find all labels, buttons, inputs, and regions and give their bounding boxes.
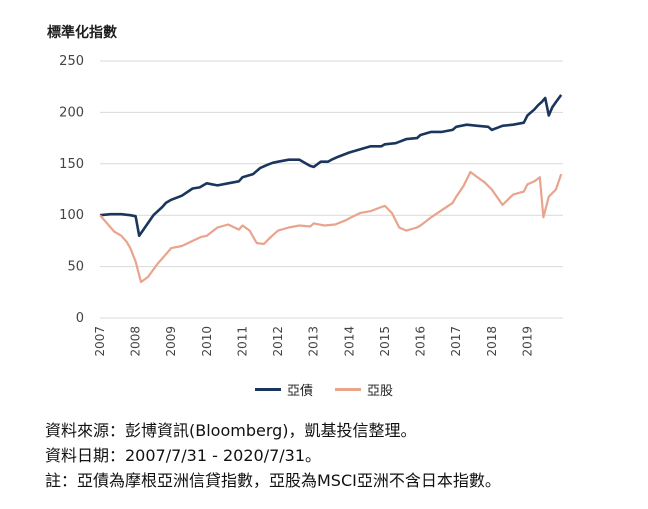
x-tick-label: 2014	[342, 326, 356, 357]
x-tick-label: 2011	[235, 326, 249, 357]
date-note: 資料日期：2007/7/31 - 2020/7/31。	[45, 446, 322, 465]
y-tick-label: 200	[59, 105, 84, 120]
series-line-1	[99, 170, 563, 284]
legend-item-bond: 亞債	[254, 380, 313, 399]
y-tick-label: 150	[59, 157, 84, 172]
index-note: 註：亞債為摩根亞洲信貸指數，亞股為MSCI亞洲不含日本指數。	[45, 471, 501, 490]
x-tick-label: 2007	[93, 326, 107, 357]
x-tick-label: 2019	[520, 326, 534, 357]
y-tick-label: 250	[59, 54, 84, 69]
legend-swatch-equity	[335, 388, 361, 391]
legend-label-equity: 亞股	[367, 384, 394, 399]
source-note: 資料來源：彭博資訊(Bloomberg)，凱基投信整理。	[45, 421, 417, 440]
y-tick-label: 100	[59, 208, 84, 223]
x-tick-label: 2012	[271, 326, 285, 357]
y-tick-label: 50	[67, 260, 84, 275]
series-line-0	[99, 94, 563, 238]
x-tick-label: 2017	[449, 326, 463, 357]
x-tick-label: 2016	[414, 326, 428, 357]
legend-swatch-bond	[254, 388, 281, 391]
x-tick-label: 2018	[485, 326, 499, 357]
y-axis-title: 標準化指數	[47, 25, 117, 41]
x-tick-label: 2009	[164, 326, 178, 357]
y-tick-label: 0	[76, 311, 84, 326]
x-tick-label: 2008	[129, 326, 143, 357]
x-tick-label: 2015	[378, 326, 392, 357]
legend-label-bond: 亞債	[286, 384, 313, 399]
footnotes: 資料來源：彭博資訊(Bloomberg)，凱基投信整理。 資料日期：2007/7…	[45, 418, 501, 493]
legend-item-equity: 亞股	[335, 380, 393, 399]
x-tick-label: 2013	[307, 326, 321, 357]
line-chart: 0 50 100 150 200 250 2007 2008 2009 2010 2011 2012 2…	[59, 54, 563, 357]
chart-legend: 亞債 亞股	[0, 380, 648, 399]
x-tick-label: 2010	[200, 326, 214, 357]
